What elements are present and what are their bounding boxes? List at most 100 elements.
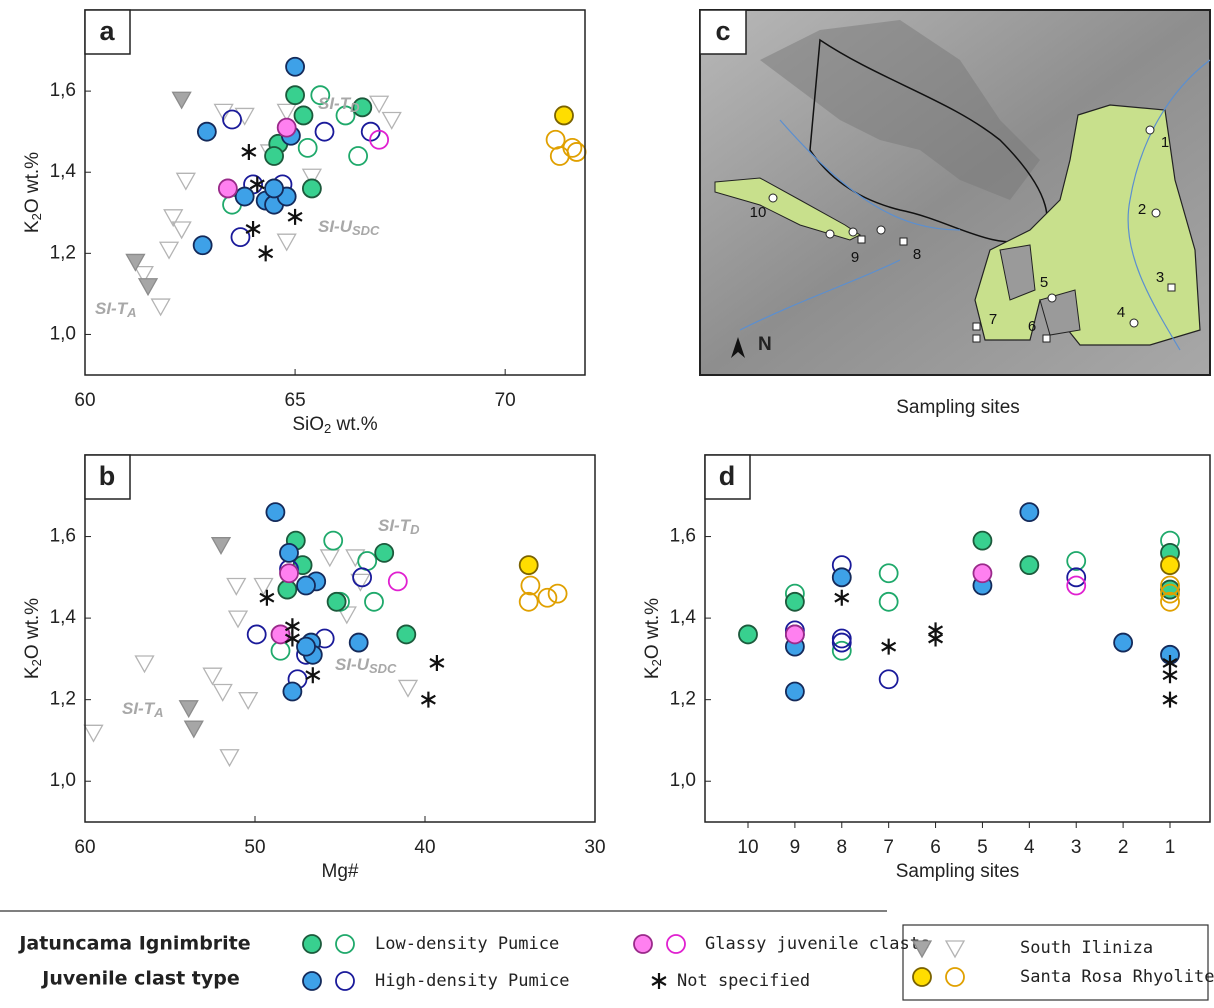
point: [171, 91, 192, 110]
x-axis-label-part: Mg#: [322, 861, 359, 882]
point: [137, 278, 159, 297]
point: [296, 575, 316, 596]
x-axis-label-part: 2: [324, 421, 331, 436]
annotation-text: SI-U: [318, 217, 353, 236]
x-tick-label: 8: [836, 837, 847, 858]
point: [784, 624, 805, 645]
point: [284, 630, 300, 647]
y-axis-label: K2O wt.%: [22, 598, 44, 679]
legend-label: Santa Rosa Rhyolites: [1020, 967, 1214, 987]
y-tick-label: 1,6: [50, 526, 76, 547]
point: [202, 667, 223, 686]
point: [314, 121, 335, 142]
legend-marker: [666, 934, 686, 954]
legend-marker: [912, 967, 932, 987]
point: [972, 530, 993, 551]
x-tick-label: 30: [584, 837, 605, 858]
x-tick-label: 1: [1165, 837, 1176, 858]
point: [305, 667, 321, 684]
annotation-text: SI-T: [378, 516, 412, 535]
point: [566, 142, 587, 162]
point: [397, 679, 419, 698]
deposit-area: [714, 177, 861, 241]
point: [276, 233, 297, 252]
y-tick-label: 1,4: [50, 607, 77, 628]
map-relief: [760, 20, 1040, 200]
point: [429, 654, 445, 671]
point: [1066, 575, 1087, 596]
site-label: 10: [750, 204, 767, 221]
y-axis-label-part: 2: [29, 659, 44, 666]
point: [133, 265, 154, 284]
point: [364, 591, 384, 612]
annotation: SI-TA: [95, 299, 137, 320]
point: [326, 591, 347, 612]
x-axis-label-part: wt.%: [331, 414, 378, 435]
x-tick-label: 60: [74, 390, 95, 411]
point: [518, 591, 539, 612]
point: [831, 567, 852, 588]
point: [276, 117, 297, 138]
point: [878, 591, 899, 612]
x-axis-label: SiO2 wt.%: [292, 414, 377, 436]
y-axis-label-part: O wt.%: [642, 598, 663, 659]
point: [230, 227, 251, 248]
point: [196, 121, 217, 142]
legend-marker: [945, 967, 965, 987]
y-axis-label-part: O wt.%: [22, 152, 43, 213]
y-tick-label: 1,0: [50, 323, 76, 344]
legend-marker: [335, 934, 355, 954]
y-axis-label: K2O wt.%: [22, 152, 44, 233]
site-label: 2: [1138, 201, 1146, 218]
x-tick-label: 4: [1024, 837, 1035, 858]
annotation-text: SI-U: [335, 655, 370, 674]
point: [178, 700, 199, 719]
point: [545, 129, 566, 150]
point: [549, 146, 570, 166]
point: [323, 530, 344, 551]
point: [249, 176, 265, 193]
plot-frame: [84, 9, 586, 376]
x-axis-label: Sampling sites: [896, 861, 1020, 882]
point: [520, 575, 541, 596]
point: [831, 640, 852, 661]
legend-marker: [302, 971, 322, 991]
site-label: 8: [913, 246, 921, 263]
point: [369, 95, 390, 114]
y-tick-label: 1,2: [50, 242, 76, 263]
legend-marker: [335, 971, 355, 991]
x-tick-label: 10: [737, 837, 758, 858]
y-tick-label: 1,0: [670, 770, 696, 791]
point: [287, 208, 303, 225]
x-tick-label: 9: [790, 837, 801, 858]
legend-label: Glassy juvenile clasts: [705, 934, 930, 954]
point: [234, 186, 255, 207]
y-axis-label-part: K: [22, 666, 43, 679]
legend-marker: [944, 940, 966, 959]
point: [270, 624, 291, 645]
y-axis-label-part: K: [22, 220, 43, 233]
point: [282, 681, 303, 702]
point: [1162, 667, 1178, 684]
point: [784, 681, 805, 702]
point: [183, 720, 204, 739]
y-axis-label-part: 2: [29, 213, 44, 220]
point: [1160, 575, 1180, 596]
point: [1019, 502, 1040, 522]
point: [175, 172, 196, 191]
annotation: SI-USDC: [318, 217, 380, 238]
legend-box: [902, 924, 1209, 1001]
point: [1162, 691, 1178, 708]
legend-label: Not specified: [677, 971, 810, 991]
point: [264, 178, 284, 199]
point: [562, 137, 583, 158]
legend-marker: [651, 973, 667, 989]
point: [276, 103, 297, 122]
legend-marker: [302, 934, 322, 954]
point: [125, 253, 146, 272]
panel-label: b: [99, 461, 116, 491]
x-tick-label: 6: [930, 837, 941, 858]
point: [834, 589, 850, 606]
point: [335, 105, 356, 126]
y-tick-label: 1,4: [670, 607, 697, 628]
